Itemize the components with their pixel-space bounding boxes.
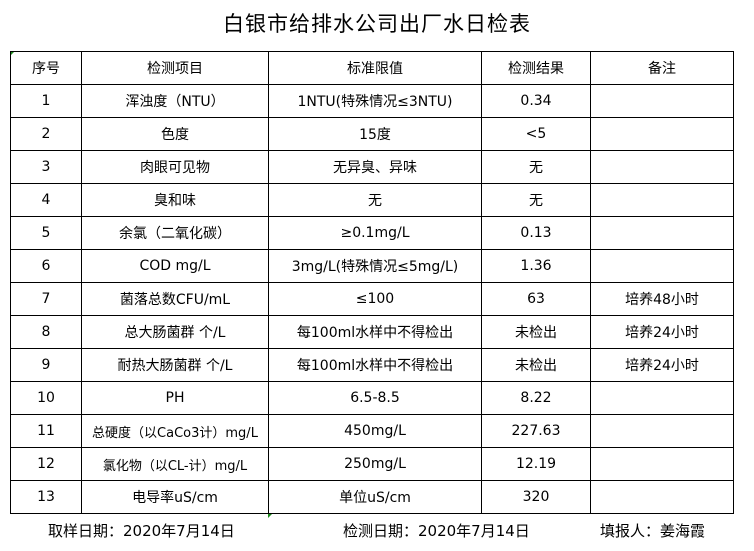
table-row: 1 浑浊度（NTU） 1NTU(特殊情况≤3NTU) 0.34: [10, 84, 734, 118]
remark-cell: [590, 150, 734, 184]
test-result-cell: 无: [481, 183, 591, 217]
header-cell: 检测项目: [81, 51, 269, 85]
test-result-cell: 0.13: [481, 216, 591, 250]
standard-limit-cell: 单位uS/cm: [268, 480, 482, 514]
table-row: 11 总硬度（以CaCo3计）mg/L 450mg/L 227.63: [10, 414, 734, 448]
test-result-cell: 227.63: [481, 414, 591, 448]
remark-cell: [590, 216, 734, 250]
test-result-cell: 1.36: [481, 249, 591, 283]
row-number-cell: 10: [10, 381, 82, 415]
table-row: 13 电导率uS/cm 单位uS/cm 320: [10, 480, 734, 514]
row-number-cell: 5: [10, 216, 82, 250]
test-result-cell: 未检出: [481, 348, 591, 382]
table-row: 12 氯化物（以CL-计）mg/L 250mg/L 12.19: [10, 447, 734, 481]
remark-cell: 培养24小时: [590, 315, 734, 349]
test-result-cell: 12.19: [481, 447, 591, 481]
page-title: 白银市给排水公司出厂水日检表: [223, 12, 531, 36]
remark-cell: [590, 183, 734, 217]
test-result-cell: 0.34: [481, 84, 591, 118]
cell-marker: [268, 513, 273, 518]
test-item-cell: 耐热大肠菌群 个/L: [81, 348, 269, 382]
inspection-table: 序号 检测项目 标准限值 检测结果 备注 1 浑浊度（NTU） 1NTU(特殊情况≤…: [10, 51, 734, 514]
table-row: 10 PH 6.5-8.5 8.22: [10, 381, 734, 415]
standard-limit-cell: 1NTU(特殊情况≤3NTU): [268, 84, 482, 118]
standard-limit-cell: ≥0.1mg/L: [268, 216, 482, 250]
reporter: 填报人：姜海霞: [600, 522, 706, 540]
row-number-cell: 4: [10, 183, 82, 217]
row-number-cell: 3: [10, 150, 82, 184]
header-cell: 序号: [10, 51, 82, 85]
remark-cell: [590, 480, 734, 514]
standard-limit-cell: 450mg/L: [268, 414, 482, 448]
row-number-cell: 1: [10, 84, 82, 118]
row-number-cell: 7: [10, 282, 82, 316]
remark-cell: 培养24小时: [590, 348, 734, 382]
test-item-cell: 菌落总数CFU/mL: [81, 282, 269, 316]
header-cell: 标准限值: [268, 51, 482, 85]
test-result-cell: 8.22: [481, 381, 591, 415]
row-number-cell: 9: [10, 348, 82, 382]
standard-limit-cell: 6.5-8.5: [268, 381, 482, 415]
header-cell: 备注: [590, 51, 734, 85]
row-number-cell: 12: [10, 447, 82, 481]
test-result-cell: 320: [481, 480, 591, 514]
remark-cell: 培养48小时: [590, 282, 734, 316]
header-cell: 检测结果: [481, 51, 591, 85]
table-row: 3 肉眼可见物 无异臭、异味无: [10, 150, 734, 184]
standard-limit-cell: 无: [268, 183, 482, 217]
table-row: 2 色度 15度 <5: [10, 117, 734, 151]
remark-cell: [590, 447, 734, 481]
sampling-date: 取样日期：2020年7月14日: [48, 522, 235, 540]
test-item-cell: 总大肠菌群 个/L: [81, 315, 269, 349]
table-row: 9 耐热大肠菌群 个/L 每100ml水样中不得检出 未检出 培养24小时: [10, 348, 734, 382]
table-row: 8 总大肠菌群 个/L 每100ml水样中不得检出 未检出 培养24小时: [10, 315, 734, 349]
row-number-cell: 11: [10, 414, 82, 448]
test-result-cell: 无: [481, 150, 591, 184]
test-result-cell: <5: [481, 117, 591, 151]
test-item-cell: 浑浊度（NTU）: [81, 84, 269, 118]
standard-limit-cell: 3mg/L(特殊情况≤5mg/L): [268, 249, 482, 283]
row-number-cell: 13: [10, 480, 82, 514]
test-date: 检测日期：2020年7月14日: [343, 522, 530, 540]
test-result-cell: 63: [481, 282, 591, 316]
test-item-cell: 色度: [81, 117, 269, 151]
test-item-cell: PH: [81, 381, 269, 415]
row-number-cell: 2: [10, 117, 82, 151]
standard-limit-cell: 250mg/L: [268, 447, 482, 481]
remark-cell: [590, 414, 734, 448]
table-row: 6 COD mg/L 3mg/L(特殊情况≤5mg/L) 1.36: [10, 249, 734, 283]
remark-cell: [590, 381, 734, 415]
row-number-cell: 6: [10, 249, 82, 283]
table-row: 5 余氯（二氧化碳） ≥0.1mg/L 0.13: [10, 216, 734, 250]
test-item-cell: 肉眼可见物: [81, 150, 269, 184]
row-number-cell: 8: [10, 315, 82, 349]
remark-cell: [590, 117, 734, 151]
test-item-cell: 总硬度（以CaCo3计）mg/L: [81, 414, 269, 448]
standard-limit-cell: 无异臭、异味: [268, 150, 482, 184]
standard-limit-cell: ≤100: [268, 282, 482, 316]
test-item-cell: COD mg/L: [81, 249, 269, 283]
table-row: 4 臭和味无无: [10, 183, 734, 217]
test-item-cell: 臭和味: [81, 183, 269, 217]
header-row: 序号 检测项目 标准限值 检测结果 备注: [10, 51, 734, 85]
test-item-cell: 电导率uS/cm: [81, 480, 269, 514]
remark-cell: [590, 249, 734, 283]
standard-limit-cell: 15度: [268, 117, 482, 151]
standard-limit-cell: 每100ml水样中不得检出: [268, 315, 482, 349]
standard-limit-cell: 每100ml水样中不得检出: [268, 348, 482, 382]
test-item-cell: 氯化物（以CL-计）mg/L: [81, 447, 269, 481]
table-row: 7 菌落总数CFU/mL ≤100 63 培养48小时: [10, 282, 734, 316]
remark-cell: [590, 84, 734, 118]
test-result-cell: 未检出: [481, 315, 591, 349]
test-item-cell: 余氯（二氧化碳）: [81, 216, 269, 250]
